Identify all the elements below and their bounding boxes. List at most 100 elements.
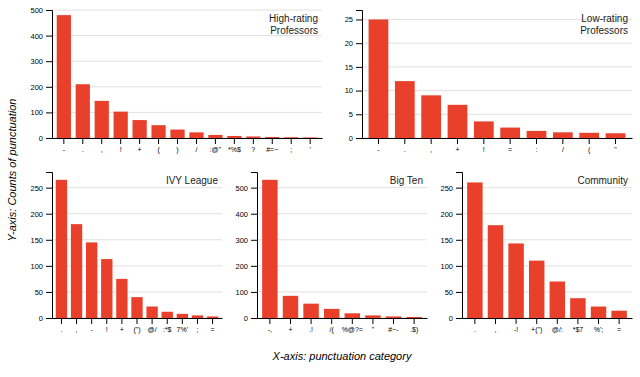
tick-label: + xyxy=(120,326,124,333)
bar xyxy=(421,95,441,138)
y-axis: 050100150200250 xyxy=(440,173,462,323)
bar xyxy=(170,130,184,138)
tick: #~- xyxy=(388,318,399,333)
tick-mark xyxy=(291,138,292,144)
tick-label: @/ xyxy=(148,326,157,333)
tick-mark xyxy=(46,318,52,319)
grid-line xyxy=(52,61,322,62)
tick-label: :*$ xyxy=(163,326,172,333)
tick: 25 xyxy=(345,15,362,24)
tick: , xyxy=(76,318,78,333)
grid xyxy=(52,188,222,318)
grid-line xyxy=(52,187,222,188)
tick: /( xyxy=(330,318,335,334)
tick-mark xyxy=(414,318,415,324)
tick-mark xyxy=(456,240,462,241)
tick-mark xyxy=(356,19,362,20)
tick-label: 500 xyxy=(235,184,248,193)
tick-label: , xyxy=(430,146,432,153)
y-axis: 0510152025 xyxy=(345,11,363,143)
tick-mark xyxy=(393,318,394,324)
tick-label: , xyxy=(495,326,497,333)
tick-label: *$7 xyxy=(573,326,584,333)
tick-label: 100 xyxy=(30,108,43,117)
tick-label: + xyxy=(455,146,459,153)
y-axis-title: Y-axis: Counts of punctuation xyxy=(6,99,18,242)
tick-label: 300 xyxy=(235,236,248,245)
bar xyxy=(606,133,626,138)
tick-label: :@" xyxy=(210,146,222,153)
grid-line xyxy=(257,187,427,188)
grid-line xyxy=(257,239,427,240)
tick-label: / xyxy=(195,146,197,153)
tick-label: - xyxy=(63,146,66,153)
tick-mark xyxy=(290,318,291,324)
tick: #=~ xyxy=(266,138,278,153)
tick-mark xyxy=(61,318,62,324)
tick: 0 xyxy=(449,314,462,323)
tick-mark xyxy=(120,138,121,144)
tick-label: " xyxy=(372,326,375,333)
bar xyxy=(56,180,67,318)
tick: = xyxy=(508,138,512,153)
tick: ; xyxy=(290,138,292,153)
tick-label: .! xyxy=(309,326,313,333)
tick-mark xyxy=(457,138,458,144)
tick-mark xyxy=(46,36,52,37)
tick-label: + xyxy=(288,326,292,333)
tick-label: ; xyxy=(290,146,292,153)
bar xyxy=(500,128,520,138)
tick-label: @/: xyxy=(552,326,563,333)
subplot: .,-!+(")@/:*$7%';=050100150200250Communi… xyxy=(440,173,632,334)
bar xyxy=(550,282,565,319)
tick: 250 xyxy=(440,184,462,193)
tick-mark xyxy=(197,318,198,324)
grid xyxy=(362,19,632,138)
tick: .! xyxy=(309,318,313,333)
tick-mark xyxy=(516,318,517,324)
tick: 100 xyxy=(30,108,52,117)
tick-label: . xyxy=(82,146,84,153)
title-line: IVY League xyxy=(166,175,219,186)
tick-mark xyxy=(82,138,83,144)
tick-label: ! xyxy=(483,146,485,153)
axis-line xyxy=(53,138,323,139)
tick-mark xyxy=(46,87,52,88)
tick: ( xyxy=(157,138,160,154)
tick-mark xyxy=(251,188,257,189)
tick-label: 150 xyxy=(440,236,453,245)
tick-label: (") xyxy=(133,326,140,334)
bar xyxy=(86,242,97,318)
bar xyxy=(189,132,203,138)
axis-line xyxy=(258,318,428,319)
bar xyxy=(345,313,360,318)
tick: 50 xyxy=(445,288,462,297)
bar xyxy=(303,137,317,138)
grid-line xyxy=(52,213,222,214)
tick: 7%' xyxy=(177,318,188,333)
tick-label: " xyxy=(614,146,617,153)
tick: 200 xyxy=(235,262,257,271)
tick: 100 xyxy=(30,262,52,271)
tick-mark xyxy=(404,138,405,144)
tick-mark xyxy=(63,138,64,144)
grid-line xyxy=(257,318,427,319)
tick-mark xyxy=(91,318,92,324)
tick-mark xyxy=(356,138,362,139)
bar xyxy=(262,180,277,318)
grid-line xyxy=(462,291,632,292)
x-axis: .,-!+(")@/:*$7%';= xyxy=(53,318,223,334)
tick: *$7 xyxy=(573,318,584,333)
grid-line xyxy=(52,86,322,87)
grid-line xyxy=(462,213,632,214)
y-axis: 0100200300400500 xyxy=(30,6,52,143)
tick-label: 5 xyxy=(349,110,353,119)
tick: + xyxy=(288,318,292,333)
tick: 5 xyxy=(349,110,362,119)
tick-label: 400 xyxy=(30,32,43,41)
tick-mark xyxy=(177,138,178,144)
axis-line xyxy=(46,173,53,319)
tick: . xyxy=(474,318,476,333)
tick-label: 200 xyxy=(30,210,43,219)
tick: 200 xyxy=(30,210,52,219)
